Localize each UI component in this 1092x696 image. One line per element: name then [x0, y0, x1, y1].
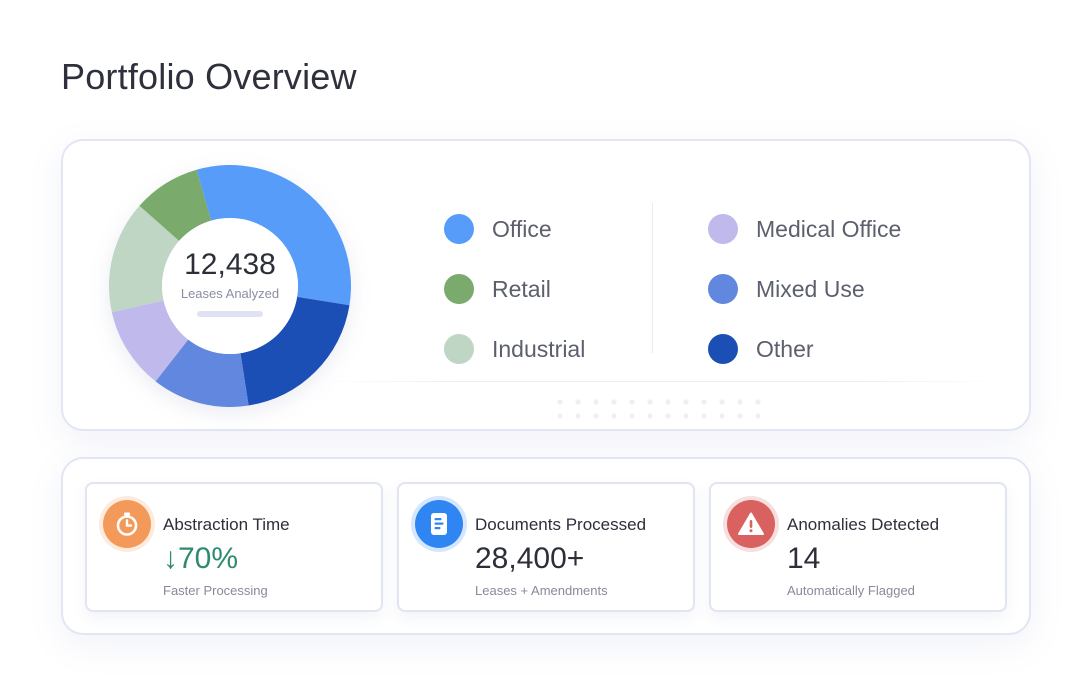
stat-subtitle: Automatically Flagged	[787, 583, 915, 598]
donut-slice-medical-office	[111, 300, 189, 382]
legend-item-industrial: Industrial	[444, 319, 585, 379]
legend-dot-medical-office	[708, 214, 738, 244]
stat-subtitle: Faster Processing	[163, 583, 268, 598]
stat-title: Anomalies Detected	[787, 515, 940, 534]
total-leases-label: Leases Analyzed	[180, 285, 280, 301]
legend-column-right: Medical Office Mixed Use Other	[708, 199, 901, 379]
legend-dot-mixed-use	[708, 274, 738, 304]
decorative-baseline	[323, 381, 998, 382]
legend-item-mixed-use: Mixed Use	[708, 259, 901, 319]
legend-item-other: Other	[708, 319, 901, 379]
legend-dot-industrial	[444, 334, 474, 364]
donut-slice-retail	[139, 169, 212, 241]
stats-card: Abstraction Time ↓70% Faster Processing …	[61, 457, 1031, 635]
stopwatch-icon	[103, 500, 151, 548]
donut-slice-office	[196, 165, 351, 306]
donut-svg	[109, 165, 351, 407]
donut-center: 12,438 Leases Analyzed	[107, 163, 353, 409]
stat-value: ↓70%	[163, 542, 239, 575]
portfolio-chart-card: 12,438 Leases Analyzed Office Retail Ind…	[61, 139, 1031, 431]
donut-hole	[162, 218, 298, 354]
legend-dot-other	[708, 334, 738, 364]
legend-item-office: Office	[444, 199, 585, 259]
legend-label-retail: Retail	[492, 275, 551, 302]
donut-slice-other	[240, 296, 350, 406]
legend-dot-retail	[444, 274, 474, 304]
page-title: Portfolio Overview	[61, 56, 357, 97]
decorative-dot-grid	[551, 395, 771, 425]
warning-icon	[727, 500, 775, 548]
stat-subtitle: Leases + Amendments	[475, 583, 608, 598]
legend-label-other: Other	[756, 335, 814, 362]
total-leases-value: 12,438	[184, 247, 276, 281]
stat-title: Abstraction Time	[163, 515, 290, 534]
donut-slice-mixed-use	[155, 339, 249, 407]
legend-item-medical-office: Medical Office	[708, 199, 901, 259]
legend-label-mixed-use: Mixed Use	[756, 275, 865, 302]
stat-title: Documents Processed	[475, 515, 647, 534]
document-icon	[415, 500, 463, 548]
legend-item-retail: Retail	[444, 259, 585, 319]
stat-abstraction-time: Abstraction Time ↓70% Faster Processing	[85, 482, 383, 612]
center-decorative-bar	[197, 310, 263, 317]
legend-divider	[652, 203, 653, 353]
legend-label-industrial: Industrial	[492, 335, 586, 362]
donut-chart: 12,438 Leases Analyzed	[107, 163, 353, 409]
stat-documents-processed: Documents Processed 28,400+ Leases + Ame…	[397, 482, 695, 612]
donut-slice-industrial	[109, 205, 180, 313]
stat-value: 28,400+	[475, 542, 585, 575]
legend-dot-office	[444, 214, 474, 244]
stat-value: 14	[787, 542, 821, 575]
legend-label-office: Office	[492, 215, 552, 242]
legend-column-left: Office Retail Industrial	[444, 199, 585, 379]
stat-anomalies-detected: Anomalies Detected 14 Automatically Flag…	[709, 482, 1007, 612]
legend-label-medical-office: Medical Office	[756, 215, 902, 242]
